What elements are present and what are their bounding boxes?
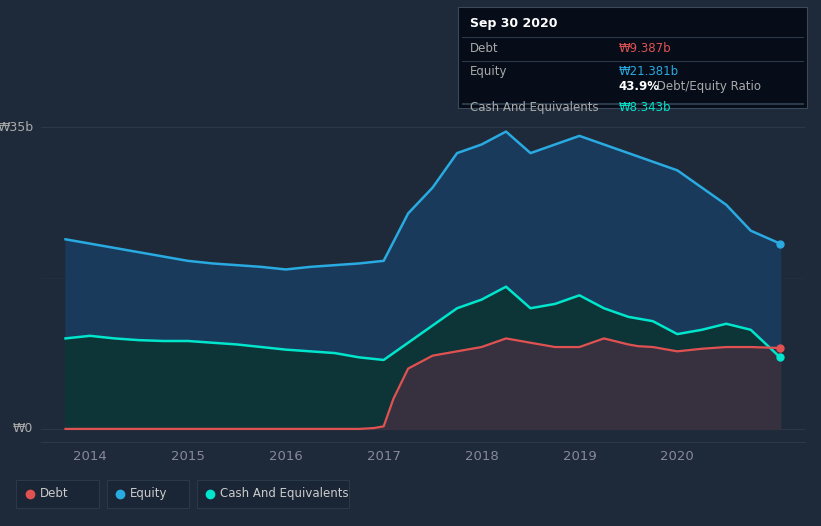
Text: ₩0: ₩0	[13, 422, 34, 436]
Text: Equity: Equity	[130, 488, 167, 500]
Text: Debt/Equity Ratio: Debt/Equity Ratio	[653, 80, 761, 93]
Text: ₩8.343b: ₩8.343b	[618, 101, 671, 114]
Text: Equity: Equity	[470, 65, 507, 78]
Text: ₩9.387b: ₩9.387b	[618, 42, 671, 55]
Text: Sep 30 2020: Sep 30 2020	[470, 17, 557, 31]
Text: 43.9%: 43.9%	[618, 80, 659, 93]
Text: ₩21.381b: ₩21.381b	[618, 65, 678, 78]
Text: Cash And Equivalents: Cash And Equivalents	[220, 488, 349, 500]
Text: Debt: Debt	[470, 42, 498, 55]
Text: ₩35b: ₩35b	[0, 121, 34, 134]
Text: Cash And Equivalents: Cash And Equivalents	[470, 101, 599, 114]
Text: Debt: Debt	[39, 488, 68, 500]
